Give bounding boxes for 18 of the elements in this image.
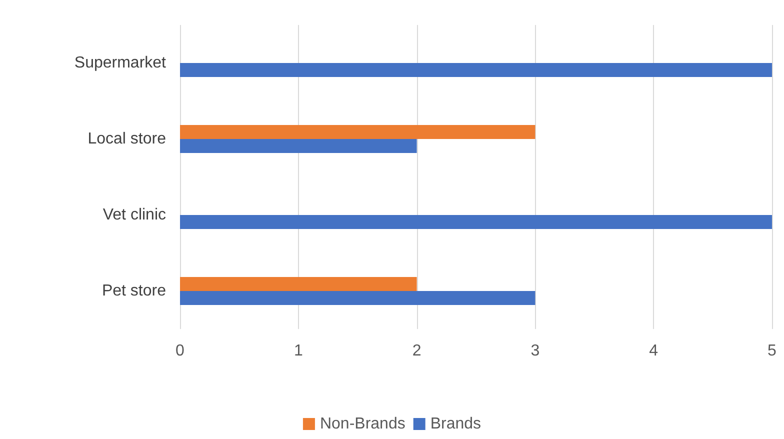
bar bbox=[180, 277, 417, 291]
bar bbox=[180, 63, 772, 77]
bar bbox=[180, 291, 536, 305]
y-tick-label: Vet clinic bbox=[102, 206, 166, 224]
x-tick-label: 3 bbox=[530, 342, 540, 360]
x-tick-label: 2 bbox=[412, 342, 422, 360]
x-tick-label: 0 bbox=[176, 342, 185, 360]
y-tick-label: Supermarket bbox=[74, 54, 167, 72]
legend-label: Non-Brands bbox=[320, 416, 406, 432]
x-tick-label: 5 bbox=[768, 342, 777, 360]
y-tick-label: Local store bbox=[88, 130, 166, 148]
bar bbox=[180, 139, 417, 153]
x-tick-label: 4 bbox=[649, 342, 658, 360]
bar bbox=[180, 125, 536, 139]
y-tick-label: Pet store bbox=[102, 282, 166, 300]
bar bbox=[180, 215, 772, 229]
x-tick-label: 1 bbox=[294, 342, 303, 360]
legend-label: Brands bbox=[430, 416, 482, 432]
